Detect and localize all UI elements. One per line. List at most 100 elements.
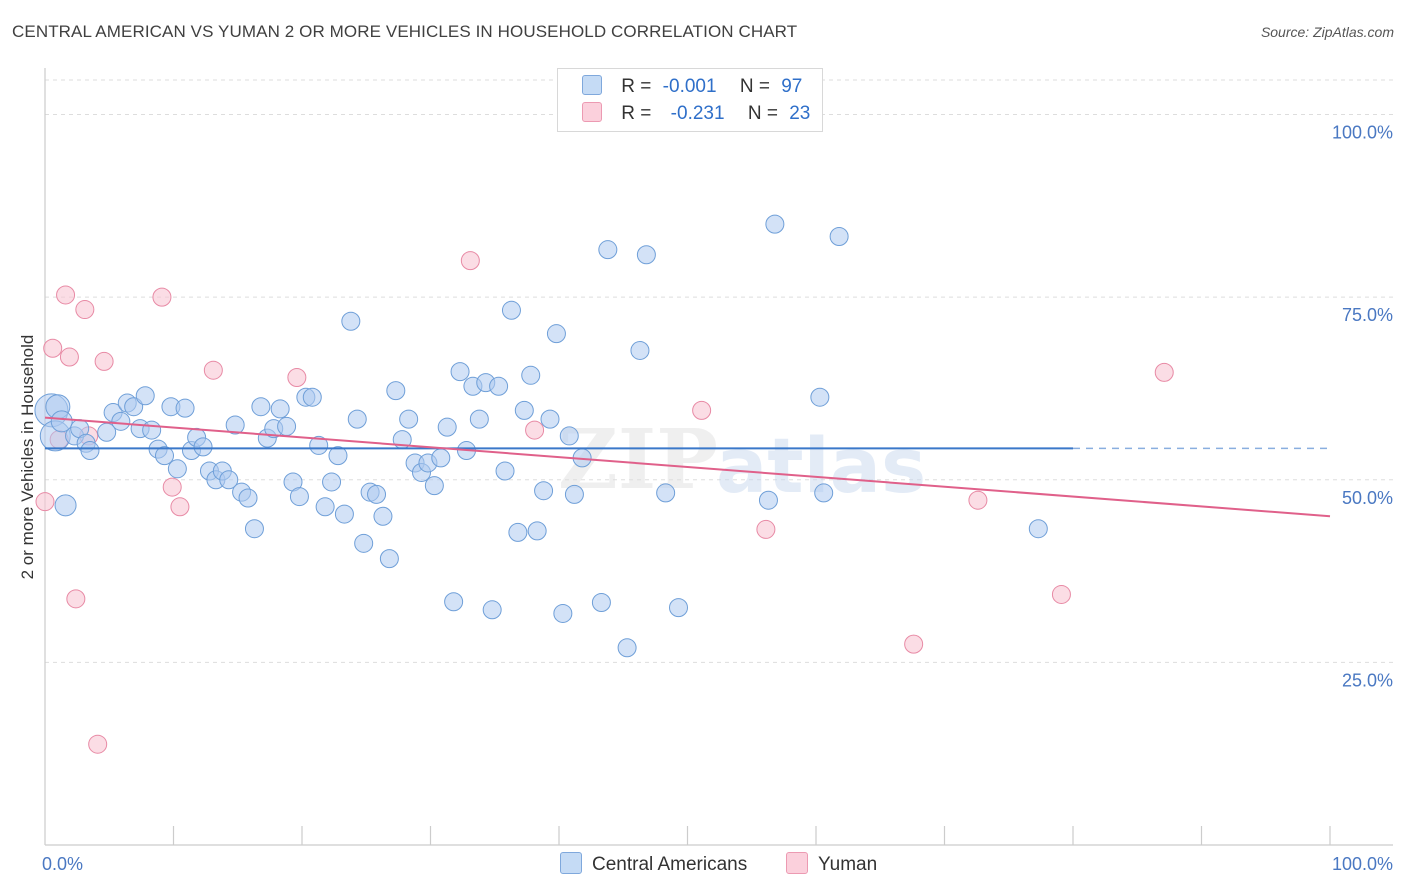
central-american-point	[591, 592, 611, 612]
central-american-point	[111, 411, 131, 431]
central-american-point	[598, 240, 618, 260]
central-american-point	[424, 476, 444, 496]
source-credit: Source: ZipAtlas.com	[1260, 24, 1394, 40]
yuman-point	[692, 400, 712, 420]
central-american-point	[334, 504, 354, 524]
legend-n-label: N =	[739, 76, 770, 97]
bottom-swatch-yuman	[786, 852, 808, 874]
central-american-point	[546, 324, 566, 344]
central-american-point	[814, 483, 834, 503]
yuman-point	[94, 351, 114, 371]
central-american-point	[765, 214, 785, 234]
central-american-point	[450, 362, 470, 382]
central-american-point	[270, 399, 290, 419]
central-american-point	[469, 409, 489, 429]
central-american-point	[527, 521, 547, 541]
legend-r-value: -0.001	[662, 76, 717, 97]
yuman-point	[75, 300, 95, 320]
central-american-point	[495, 461, 515, 481]
bottom-legend-yuman-label: Yuman	[818, 854, 878, 875]
yuman-point	[525, 420, 545, 440]
central-american-point	[553, 603, 573, 623]
y-tick-label: 100.0%	[1332, 123, 1393, 143]
yuman-point	[88, 734, 108, 754]
central-american-point	[289, 487, 309, 507]
central-american-point	[354, 533, 374, 553]
bottom-swatch-central	[560, 852, 582, 874]
central-american-point	[309, 435, 329, 455]
x-tick-label: 100.0%	[1332, 854, 1393, 874]
yuman-point	[170, 497, 190, 517]
central-american-point	[373, 506, 393, 526]
yuman-point	[287, 367, 307, 387]
central-american-point	[758, 490, 778, 510]
central-american-point	[508, 522, 528, 542]
central-american-points	[34, 214, 1048, 658]
central-american-point	[636, 245, 656, 265]
y-tick-label: 25.0%	[1342, 670, 1393, 690]
yuman-point	[1051, 584, 1071, 604]
central-american-point	[431, 448, 451, 468]
legend-r-label: R =	[621, 103, 652, 124]
central-american-point	[347, 409, 367, 429]
central-american-point	[489, 376, 509, 396]
central-american-point	[656, 483, 676, 503]
y-axis-label: 2 or more Vehicles in Household	[18, 335, 37, 580]
central-american-point	[630, 340, 650, 360]
yuman-point	[756, 519, 776, 539]
central-american-point	[341, 311, 361, 331]
central-american-point	[829, 227, 849, 247]
legend-r-label: R =	[621, 76, 652, 97]
central-american-point	[501, 300, 521, 320]
legend-swatch-central	[582, 75, 602, 95]
trend-lines	[44, 416, 1331, 518]
legend-row-yuman: R = -0.231 N = 23	[582, 102, 810, 126]
central-american-point	[534, 481, 554, 501]
legend-row-central: R = -0.001 N = 97	[582, 75, 802, 99]
central-american-point	[564, 484, 584, 504]
central-american-point	[399, 409, 419, 429]
central-american-point	[135, 386, 155, 406]
legend-n-label: N =	[747, 103, 778, 124]
yuman-point	[43, 338, 63, 358]
y-tick-label: 50.0%	[1342, 488, 1393, 508]
chart-title: CENTRAL AMERICAN VS YUMAN 2 OR MORE VEHI…	[12, 22, 798, 41]
yuman-point	[203, 360, 223, 380]
central-american-point	[810, 387, 830, 407]
central-american-point	[124, 397, 144, 417]
legend-r-value: -0.231	[670, 103, 725, 124]
central-american-point	[80, 441, 100, 461]
yuman-point	[968, 490, 988, 510]
legend-n-value: 23	[789, 103, 811, 124]
central-american-point	[251, 397, 271, 417]
central-american-point	[437, 417, 457, 437]
y-tick-label: 75.0%	[1342, 305, 1393, 325]
central-american-point	[54, 494, 77, 517]
central-american-point	[540, 409, 560, 429]
yuman-point	[56, 285, 76, 305]
yuman-point	[1154, 362, 1174, 382]
yuman-point	[162, 477, 182, 497]
central-american-point	[1028, 519, 1048, 539]
yuman-point	[59, 347, 79, 367]
legend-n-value: 97	[781, 76, 803, 97]
yuman-point	[66, 589, 86, 609]
central-american-point	[238, 488, 258, 508]
yuman-trend-line	[44, 416, 1331, 518]
central-american-point	[367, 484, 387, 504]
central-american-point	[669, 598, 689, 618]
central-american-point	[322, 472, 342, 492]
central-american-point	[219, 470, 239, 490]
central-american-point	[244, 519, 264, 539]
central-american-point	[277, 416, 297, 436]
central-american-point	[225, 415, 245, 435]
axes	[44, 68, 1393, 846]
central-american-point	[167, 459, 187, 479]
yuman-point	[460, 251, 480, 271]
central-american-point	[559, 426, 579, 446]
central-american-point	[315, 497, 335, 517]
central-american-point	[193, 437, 213, 457]
central-american-point	[386, 381, 406, 401]
ticks: 25.0% 50.0% 75.0% 100.0% 0.0% 100.0%	[42, 123, 1393, 874]
